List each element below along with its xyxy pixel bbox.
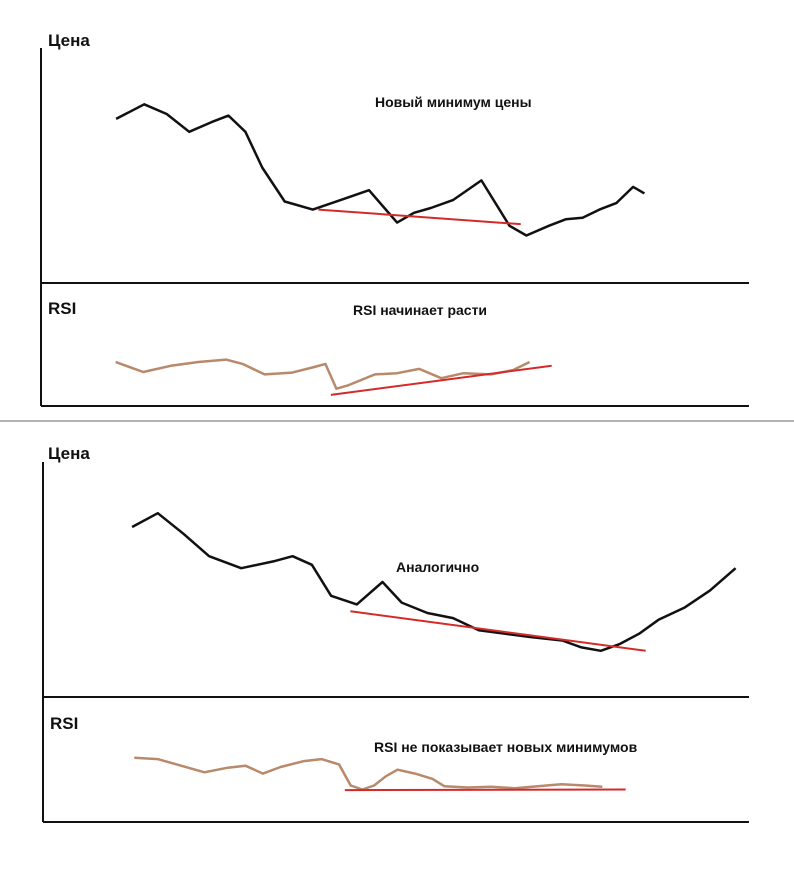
top-price-annotation: Новый минимум цены bbox=[375, 94, 532, 110]
bottom-rsi-title: RSI bbox=[50, 714, 78, 733]
bottom-group: Цена Аналогично RSI RSI не показывает но… bbox=[42, 444, 749, 823]
bottom-rsi-trendline bbox=[344, 788, 626, 792]
top-rsi-annotation: RSI начинает расти bbox=[353, 302, 487, 318]
top-rsi-trendline bbox=[330, 364, 552, 396]
bottom-rsi-line bbox=[134, 756, 603, 791]
top-rsi-line bbox=[115, 358, 531, 390]
top-price-line bbox=[115, 103, 646, 237]
top-price-title: Цена bbox=[48, 31, 90, 50]
bottom-price-annotation: Аналогично bbox=[396, 559, 479, 575]
top-group: Цена Новый минимум цены RSI RSI начинает… bbox=[40, 31, 749, 407]
bottom-price-line bbox=[131, 511, 737, 653]
top-price-trendline bbox=[318, 208, 521, 226]
bottom-price-title: Цена bbox=[48, 444, 90, 463]
top-rsi-title: RSI bbox=[48, 299, 76, 318]
bottom-price-trendline bbox=[350, 610, 646, 652]
bottom-rsi-annotation: RSI не показывает новых минимумов bbox=[374, 739, 638, 755]
